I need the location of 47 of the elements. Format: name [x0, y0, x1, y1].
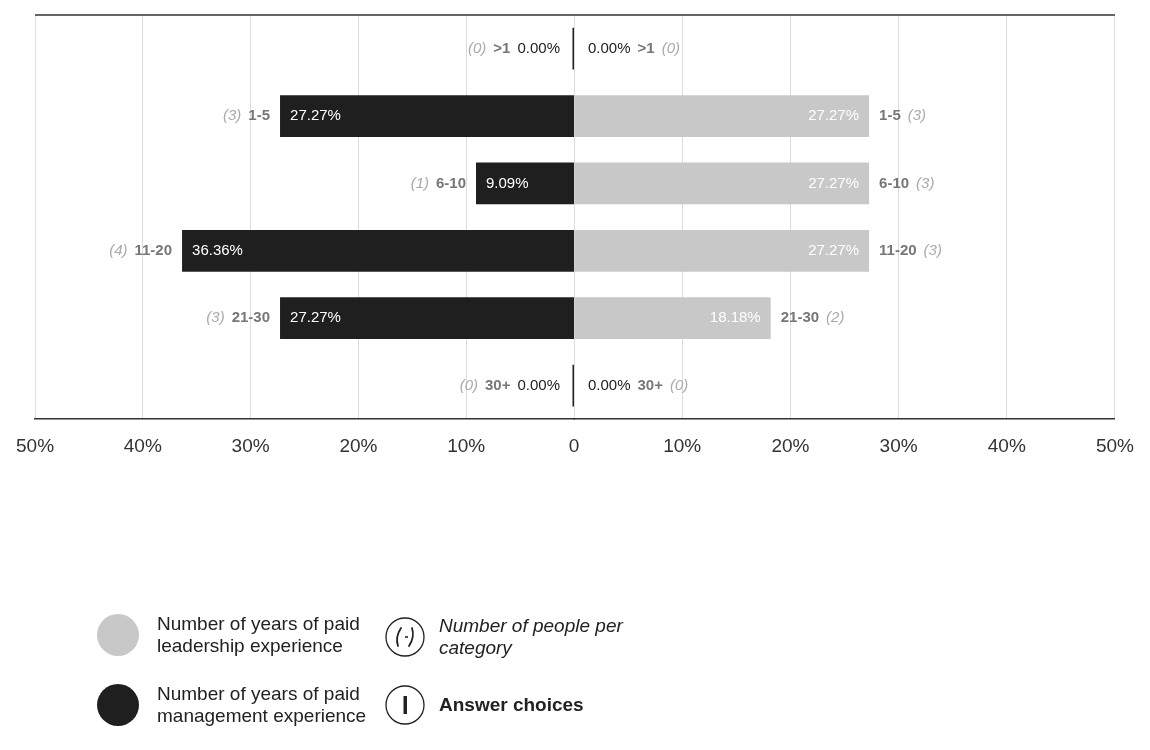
annotation: (0): [459, 375, 479, 393]
y-tick-label: 1-5: [879, 106, 901, 124]
y-tick-label: 11-20: [879, 240, 917, 258]
x-tick-label: 10%: [447, 434, 486, 456]
data-label: 36.36%: [192, 240, 243, 258]
y-tick-label: 6-10: [435, 173, 467, 191]
annotation: (3): [907, 106, 927, 124]
x-tick-label: 30%: [231, 434, 270, 456]
annotation: (1): [410, 173, 429, 191]
y-tick-label: 6-10: [879, 173, 910, 191]
text: Answer choices: [439, 694, 585, 716]
annotation: (0): [669, 375, 689, 393]
annotation: (3): [223, 106, 242, 124]
y-tick-label: 11-20: [134, 240, 173, 258]
x-tick-label: 50%: [1095, 434, 1135, 456]
data-label: 0.00%: [588, 375, 631, 393]
y-tick-label: >1: [493, 38, 511, 56]
legend-label: Number of years of paid leadership experience: [157, 613, 361, 657]
data-label: 0.00%: [517, 375, 560, 393]
y-tick-label: 30+: [485, 375, 511, 393]
y-tick-label: 1-5: [248, 106, 271, 124]
data-label: 0.00%: [588, 38, 631, 56]
annotation: (3): [916, 173, 935, 191]
annotation: (2): [826, 308, 845, 326]
x-tick-label: 50%: [16, 434, 55, 456]
annotation: (4): [109, 240, 128, 258]
text: Number of people per category: [439, 615, 625, 659]
data-label: 27.27%: [290, 308, 341, 326]
y-tick-label: 21-30: [780, 308, 820, 326]
legend-label: Number of years of paid management experience: [157, 683, 367, 727]
annotation: (0): [468, 38, 487, 56]
data-label: 27.27%: [290, 106, 341, 124]
annotation: (3): [923, 240, 942, 258]
x-tick-label: 30%: [879, 434, 918, 456]
data-label: 9.09%: [486, 173, 529, 191]
annotation: (0): [661, 38, 680, 56]
data-label: 0.00%: [517, 38, 560, 56]
x-tick-label: 40%: [123, 434, 162, 456]
x-tick-label: 40%: [987, 434, 1026, 456]
x-tick-label: 10%: [663, 434, 702, 456]
y-tick-label: 21-30: [231, 308, 271, 326]
x-tick-label: 20%: [771, 434, 810, 456]
x-tick-label: 0: [568, 434, 580, 456]
y-tick-label: >1: [637, 38, 655, 56]
y-tick-label: 30+: [637, 375, 664, 393]
x-tick-label: 20%: [339, 434, 378, 456]
annotation: (3): [206, 308, 225, 326]
